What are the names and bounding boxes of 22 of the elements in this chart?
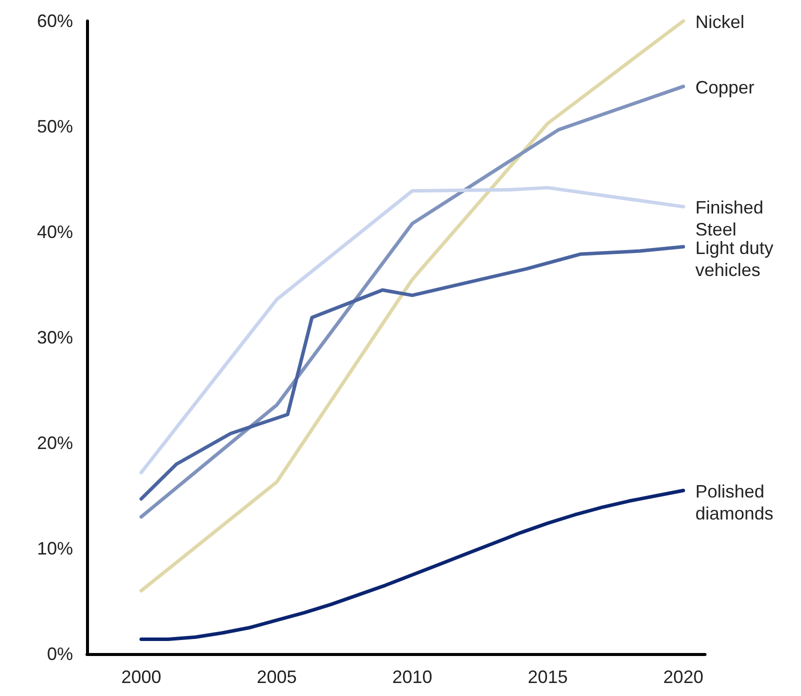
x-tick-label: 2010 [392, 667, 432, 687]
line-series [139, 186, 686, 474]
y-tick-label: 10% [36, 538, 73, 558]
y-tick-label: 0% [46, 644, 73, 664]
series-label: Nickel [695, 12, 744, 32]
y-tick-label: 60% [36, 11, 73, 31]
series-label: Finished Steel [695, 198, 768, 240]
x-tick-label: 2005 [256, 667, 297, 687]
x-tick-label: 2015 [528, 667, 568, 687]
y-tick-label: 20% [36, 433, 73, 453]
line-series [139, 19, 686, 592]
line-series [139, 488, 686, 641]
line-series [139, 84, 686, 519]
y-tick-label: 40% [36, 222, 73, 242]
series-label: Light duty vehicles [695, 238, 778, 280]
series-label: Copper [695, 77, 754, 98]
x-tick-label: 2000 [121, 667, 162, 687]
y-tick-label: 30% [36, 328, 73, 348]
x-tick-label: 2020 [663, 667, 704, 687]
series-label: Polished diamonds [695, 481, 774, 524]
y-tick-label: 50% [36, 116, 73, 136]
line-series [139, 245, 686, 501]
